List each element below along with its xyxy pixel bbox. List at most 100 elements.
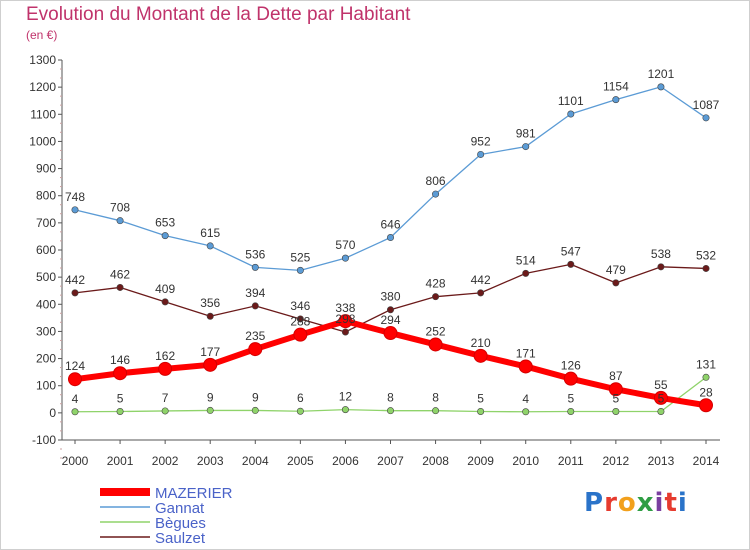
- x-tick-label: 2012: [603, 454, 630, 468]
- data-point-mazerier: [699, 398, 713, 413]
- data-point-saulzet: [296, 315, 304, 323]
- data-point-gannat: [296, 266, 304, 274]
- x-tick-label: 2001: [107, 454, 134, 468]
- data-point-mazerier: [293, 327, 308, 342]
- data-label-b-gues: 4: [522, 392, 529, 406]
- data-label-mazerier: 294: [380, 313, 400, 327]
- x-tick-label: 2011: [558, 454, 584, 468]
- y-tick-label: 300: [36, 324, 56, 338]
- data-point-b-gues: [522, 408, 530, 416]
- data-label-b-gues: 5: [567, 392, 574, 406]
- data-point-saulzet: [702, 264, 710, 272]
- data-point-b-gues: [567, 407, 575, 415]
- y-tick-label: 600: [36, 243, 56, 257]
- data-label-gannat: 1154: [603, 80, 629, 94]
- data-point-gannat: [612, 96, 620, 104]
- data-point-mazerier: [428, 337, 443, 352]
- x-tick-label: 2006: [332, 454, 359, 468]
- data-label-saulzet: 462: [110, 267, 130, 281]
- data-point-b-gues: [161, 407, 169, 415]
- data-point-saulzet: [522, 269, 530, 277]
- y-tick-label: -100: [32, 433, 56, 447]
- data-point-mazerier: [113, 366, 128, 381]
- data-point-gannat: [251, 263, 259, 271]
- data-point-saulzet: [477, 289, 485, 297]
- y-tick-label: 1100: [30, 107, 56, 121]
- data-point-saulzet: [432, 293, 440, 301]
- data-label-saulzet: 442: [471, 273, 491, 287]
- legend-label-gannat: Gannat: [155, 500, 205, 517]
- data-label-mazerier: 338: [335, 301, 355, 315]
- data-point-gannat: [702, 114, 710, 122]
- chart-subtitle: (en €): [26, 28, 58, 42]
- data-label-mazerier: 235: [245, 329, 265, 343]
- data-label-mazerier: 210: [471, 336, 491, 350]
- data-point-mazerier: [203, 357, 218, 372]
- data-label-gannat: 536: [245, 247, 265, 261]
- data-label-mazerier: 288: [290, 315, 310, 329]
- data-point-gannat: [206, 242, 214, 250]
- legend-label-saulzet: Saulzet: [155, 530, 206, 547]
- data-label-gannat: 952: [471, 134, 491, 148]
- data-label-mazerier: 124: [65, 359, 85, 373]
- data-label-saulzet: 538: [651, 247, 671, 261]
- data-label-b-gues: 8: [387, 391, 394, 405]
- x-tick-label: 2003: [197, 454, 224, 468]
- data-label-b-gues: 6: [297, 391, 304, 405]
- data-label-saulzet: 514: [516, 253, 536, 267]
- data-label-mazerier: 177: [200, 345, 220, 359]
- data-point-mazerier: [563, 371, 578, 386]
- data-label-gannat: 570: [335, 238, 355, 252]
- data-label-mazerier: 146: [110, 353, 130, 367]
- data-label-gannat: 646: [380, 218, 400, 232]
- data-point-mazerier: [248, 342, 263, 357]
- data-point-saulzet: [206, 312, 214, 320]
- y-tick-label: 0: [49, 406, 56, 420]
- data-label-mazerier: 171: [516, 346, 536, 360]
- data-label-gannat: 615: [200, 226, 220, 240]
- data-point-saulzet: [71, 289, 79, 297]
- data-label-gannat: 1087: [693, 98, 720, 112]
- data-label-b-gues: 5: [477, 392, 484, 406]
- data-label-saulzet: 479: [606, 263, 626, 277]
- data-label-b-gues: 5: [117, 392, 124, 406]
- data-label-b-gues: 5: [658, 392, 665, 406]
- data-label-gannat: 806: [426, 174, 446, 188]
- data-point-gannat: [386, 234, 394, 242]
- data-label-b-gues: 131: [696, 357, 716, 371]
- data-point-mazerier: [473, 348, 488, 363]
- data-point-gannat: [161, 232, 169, 240]
- x-tick-label: 2013: [648, 454, 675, 468]
- data-point-b-gues: [657, 407, 665, 415]
- y-tick-label: 1000: [29, 134, 56, 148]
- data-point-gannat: [116, 217, 124, 225]
- data-label-mazerier: 126: [561, 359, 581, 373]
- x-tick-label: 2002: [152, 454, 179, 468]
- data-point-gannat: [71, 206, 79, 214]
- data-point-b-gues: [612, 407, 620, 415]
- data-label-saulzet: 428: [426, 277, 446, 291]
- data-point-mazerier: [653, 390, 668, 405]
- data-label-saulzet: 532: [696, 248, 716, 262]
- data-point-gannat: [432, 190, 440, 198]
- data-point-saulzet: [161, 298, 169, 306]
- data-label-b-gues: 7: [162, 391, 169, 405]
- data-label-saulzet: 298: [335, 312, 355, 326]
- data-label-saulzet: 442: [65, 273, 85, 287]
- data-point-mazerier: [518, 359, 533, 374]
- x-tick-label: 2005: [287, 454, 314, 468]
- data-point-b-gues: [296, 407, 304, 415]
- x-tick-label: 2004: [242, 454, 269, 468]
- data-label-b-gues: 12: [339, 390, 353, 404]
- data-point-saulzet: [341, 328, 349, 336]
- data-point-b-gues: [116, 407, 124, 415]
- y-tick-label: 700: [36, 216, 56, 230]
- data-label-gannat: 708: [110, 201, 130, 215]
- data-point-b-gues: [251, 406, 259, 414]
- data-label-mazerier: 252: [426, 324, 446, 338]
- data-point-b-gues: [341, 406, 349, 414]
- data-label-mazerier: 55: [654, 378, 668, 392]
- data-label-gannat: 748: [65, 190, 85, 204]
